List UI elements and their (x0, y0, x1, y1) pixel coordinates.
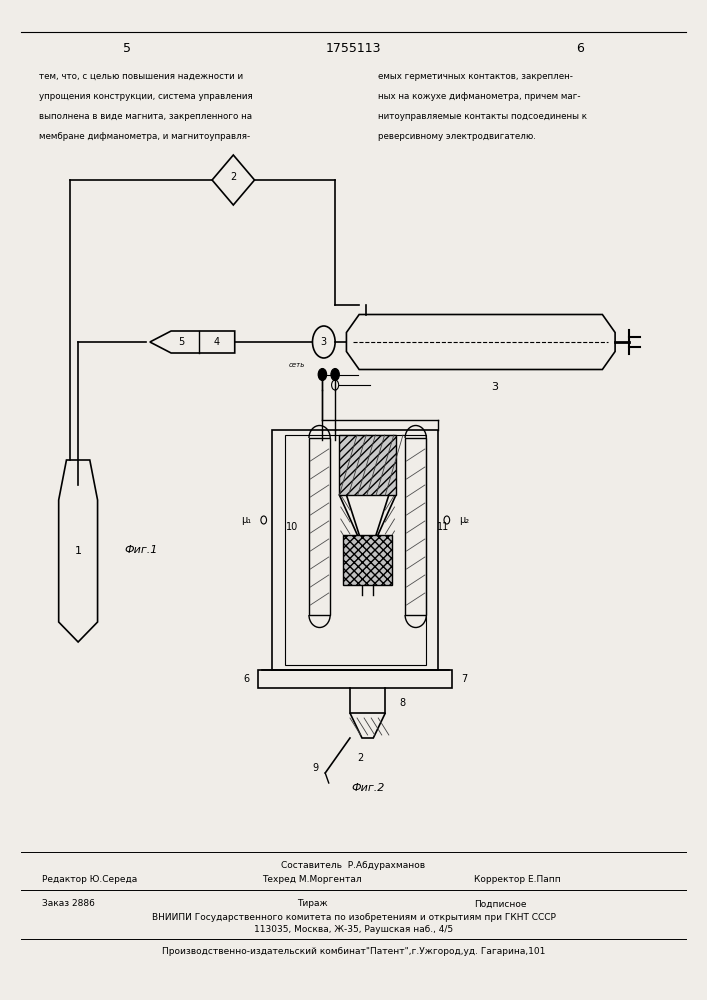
Text: 5: 5 (123, 42, 132, 55)
Text: Производственно-издательский комбинат"Патент",г.Ужгород,уд. Гагарина,101: Производственно-издательский комбинат"Па… (162, 948, 545, 956)
Text: ВНИИПИ Государственного комитета по изобретениям и открытиям при ГКНТ СССР: ВНИИПИ Государственного комитета по изоб… (151, 912, 556, 922)
Text: упрощения конструкции, система управления: упрощения конструкции, система управлени… (39, 92, 252, 101)
Text: мембране дифманометра, и магнитоуправля-: мембране дифманометра, и магнитоуправля- (39, 132, 250, 141)
Text: 1: 1 (75, 546, 81, 556)
Text: Заказ 2886: Заказ 2886 (42, 900, 95, 908)
Text: Подписное: Подписное (474, 900, 526, 908)
Text: реверсивному электродвигателю.: реверсивному электродвигателю. (378, 132, 536, 141)
Text: μ₁: μ₁ (241, 515, 251, 525)
Text: выполнена в виде магнита, закрепленного на: выполнена в виде магнита, закрепленного … (39, 112, 252, 121)
Text: 11: 11 (437, 522, 449, 532)
Text: 6: 6 (243, 674, 250, 684)
Text: 2: 2 (230, 172, 236, 182)
Text: емых герметичных контактов, закреплен-: емых герметичных контактов, закреплен- (378, 72, 573, 81)
Text: Составитель  Р.Абдурахманов: Составитель Р.Абдурахманов (281, 860, 426, 870)
Circle shape (331, 368, 339, 380)
Text: 6: 6 (575, 42, 584, 55)
Bar (405, 438, 426, 615)
Text: нитоуправляемые контакты подсоединены к: нитоуправляемые контакты подсоединены к (378, 112, 588, 121)
Text: 2: 2 (358, 753, 363, 763)
Text: ных на кожухе дифманометра, причем маг-: ных на кожухе дифманометра, причем маг- (378, 92, 580, 101)
Text: 10: 10 (286, 522, 298, 532)
Text: сеть: сеть (288, 362, 305, 368)
Text: 8: 8 (399, 698, 406, 708)
Text: 5: 5 (179, 337, 185, 347)
Text: Тираж: Тираж (297, 900, 327, 908)
Bar (258, 670, 452, 688)
Bar (285, 435, 426, 665)
Text: Корректор Е.Папп: Корректор Е.Папп (474, 874, 561, 884)
Text: 113035, Москва, Ж-35, Раушская наб., 4/5: 113035, Москва, Ж-35, Раушская наб., 4/5 (254, 924, 453, 934)
Text: 3: 3 (321, 337, 327, 347)
Text: Редактор Ю.Середа: Редактор Ю.Середа (42, 874, 138, 884)
Bar (272, 430, 438, 670)
Bar (339, 435, 396, 495)
Text: Фиг.2: Фиг.2 (351, 783, 385, 793)
Text: μ₂: μ₂ (460, 515, 469, 525)
Text: 7: 7 (461, 674, 467, 684)
Bar (309, 438, 330, 615)
Text: 4: 4 (214, 337, 220, 347)
Bar (343, 535, 392, 585)
Text: 9: 9 (312, 763, 318, 773)
Text: тем, что, с целью повышения надежности и: тем, что, с целью повышения надежности и (39, 72, 243, 81)
Text: 1755113: 1755113 (326, 42, 381, 55)
Text: Фиг.1: Фиг.1 (124, 545, 158, 555)
Text: Техред М.Моргентал: Техред М.Моргентал (262, 874, 361, 884)
Text: 3: 3 (491, 382, 498, 392)
Circle shape (318, 368, 327, 380)
